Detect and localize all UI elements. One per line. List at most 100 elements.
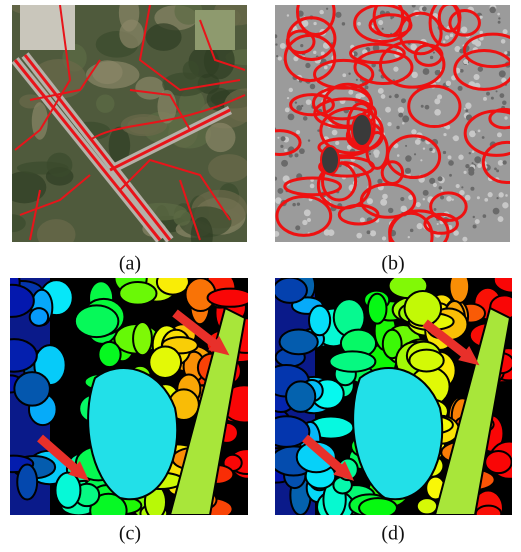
texture [411, 129, 417, 135]
terrain [108, 126, 131, 165]
membrane [295, 5, 336, 37]
membrane [453, 48, 510, 91]
texture [420, 104, 424, 108]
texture [500, 39, 506, 44]
texture [301, 20, 309, 27]
terrain [12, 214, 26, 233]
texture [444, 35, 450, 40]
texture [373, 149, 380, 156]
segment [448, 278, 471, 304]
segment [295, 440, 337, 474]
terrain [190, 216, 213, 242]
segment [366, 292, 388, 325]
texture [380, 94, 386, 99]
segment [10, 338, 38, 373]
texture [429, 55, 434, 60]
texture [286, 96, 290, 100]
terrain [208, 154, 247, 183]
texture [398, 112, 404, 118]
segment [13, 371, 51, 407]
membrane [437, 5, 462, 33]
texture [282, 175, 290, 183]
texture [421, 6, 427, 12]
membrane [380, 160, 405, 186]
texture [404, 167, 412, 174]
texture [293, 56, 299, 62]
texture [309, 83, 316, 90]
texture [422, 68, 430, 75]
texture [486, 91, 490, 96]
segment [73, 304, 120, 339]
membrane [388, 209, 450, 242]
texture [470, 186, 475, 191]
texture [471, 150, 475, 154]
em-panel [275, 5, 510, 242]
texture [497, 216, 504, 223]
texture [286, 14, 290, 17]
texture [275, 34, 278, 39]
texture [432, 182, 438, 188]
segment [206, 287, 248, 308]
segment [275, 278, 308, 304]
texture [355, 78, 358, 81]
texture [302, 116, 308, 121]
texture [462, 236, 468, 242]
texture [381, 27, 384, 30]
texture [296, 130, 301, 135]
texture [359, 217, 366, 223]
texture [410, 43, 417, 51]
road-label [19, 174, 91, 216]
arrow [302, 434, 348, 477]
texture [313, 21, 317, 26]
terrain [30, 58, 87, 99]
texture [296, 105, 303, 111]
texture [460, 26, 468, 34]
texture [275, 230, 280, 237]
texture [487, 192, 493, 198]
texture [502, 160, 507, 165]
texture [472, 215, 475, 219]
membrane [448, 8, 481, 37]
texture [437, 176, 443, 182]
texture [287, 113, 295, 121]
texture [382, 193, 388, 200]
texture [479, 15, 483, 19]
membrane [429, 191, 468, 222]
arrow [172, 309, 223, 352]
terrain [224, 88, 247, 122]
texture [464, 194, 471, 201]
texture [505, 194, 508, 197]
texture [300, 44, 304, 48]
texture [301, 104, 304, 108]
segment [28, 307, 50, 327]
texture [309, 183, 315, 189]
segment [492, 278, 512, 294]
segment [381, 328, 403, 360]
texture [405, 144, 408, 147]
arrow-head [208, 336, 230, 356]
texture [402, 115, 410, 123]
texture [496, 132, 502, 138]
texture [459, 189, 465, 196]
texture [323, 229, 331, 236]
caption: (d) [381, 523, 404, 545]
texture [385, 106, 391, 113]
texture [445, 80, 452, 87]
texture [356, 232, 363, 239]
texture [409, 228, 414, 233]
terrain [162, 72, 208, 97]
membrane [368, 13, 413, 38]
texture [295, 225, 301, 231]
caption: (c) [119, 523, 141, 545]
texture [407, 236, 410, 239]
texture [380, 198, 388, 206]
segment [278, 328, 319, 356]
texture [396, 125, 400, 130]
texture [469, 130, 476, 138]
membrane [481, 140, 510, 185]
texture [454, 45, 461, 52]
membrane [407, 84, 462, 129]
membrane [349, 42, 406, 65]
caption: (b) [381, 253, 404, 275]
membrane [386, 134, 442, 180]
